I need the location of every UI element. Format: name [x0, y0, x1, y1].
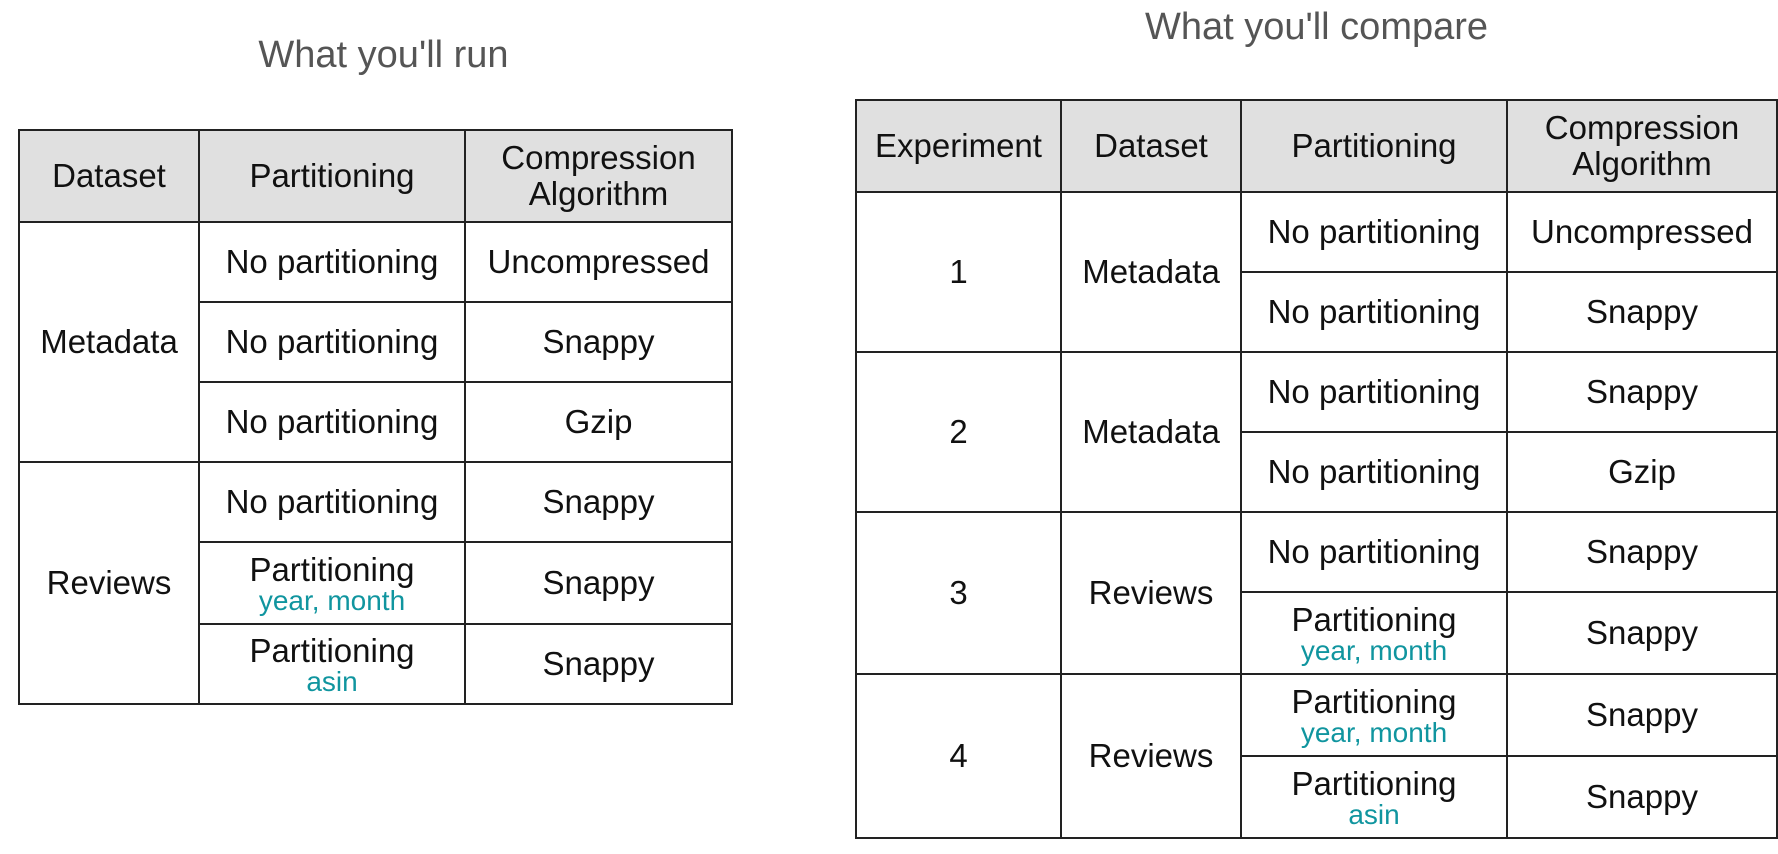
header-compression: Compression Algorithm — [1506, 99, 1778, 193]
table-row: No partitioning Snappy — [19, 301, 733, 383]
partitioning-label: Partitioning — [249, 550, 415, 588]
partitioning-cell: Partitioning year, month — [1240, 591, 1508, 675]
table-row: No partitioning Gzip — [856, 431, 1778, 513]
partitioning-cell: Partitioning asin — [198, 623, 466, 705]
partitioning-label: Partitioning — [1291, 600, 1457, 638]
experiment-cell: 3 — [855, 511, 1062, 675]
experiment-cell: 2 — [855, 351, 1062, 513]
compression-cell: Snappy — [1506, 673, 1778, 757]
compression-cell: Snappy — [1506, 511, 1778, 593]
compression-cell: Snappy — [1506, 351, 1778, 433]
dataset-cell: Metadata — [1060, 351, 1242, 513]
partitioning-label: No partitioning — [225, 483, 439, 521]
table-row: Metadata No partitioning Uncompressed — [18, 221, 733, 463]
header-dataset: Dataset — [1060, 99, 1242, 193]
partitioning-label: Partitioning — [1291, 764, 1457, 802]
partitioning-label: No partitioning — [225, 323, 439, 361]
partition-keys: asin — [306, 665, 358, 697]
dataset-cell: Metadata — [18, 221, 200, 463]
table-row: 4 Reviews Partitioning year, month Snapp… — [855, 673, 1778, 839]
dataset-cell: Metadata — [1060, 191, 1242, 353]
partitioning-label: No partitioning — [225, 243, 439, 281]
table-row: Partitioning year, month Snappy — [856, 591, 1778, 675]
compression-cell: Uncompressed — [1506, 191, 1778, 273]
partitioning-cell: No partitioning — [198, 221, 466, 303]
partitioning-cell: No partitioning — [1240, 431, 1508, 513]
header-partitioning: Partitioning — [1240, 99, 1508, 193]
compression-cell: Snappy — [1506, 271, 1778, 353]
dataset-cell: Reviews — [18, 461, 200, 705]
table-row: No partitioning Snappy — [856, 271, 1778, 353]
compare-table: Experiment Dataset Partitioning Compress… — [855, 99, 1778, 839]
table-row: 3 Reviews No partitioning Snappy — [855, 511, 1778, 675]
table-row: 2 Metadata No partitioning Snappy — [855, 351, 1778, 513]
dataset-cell: Reviews — [1060, 511, 1242, 675]
right-table-title: What you'll compare — [1144, 6, 1489, 48]
partitioning-cell: Partitioning year, month — [198, 541, 466, 625]
header-compression: Compression Algorithm — [464, 129, 733, 223]
dataset-cell: Reviews — [1060, 673, 1242, 839]
partitioning-cell: No partitioning — [1240, 271, 1508, 353]
partitioning-label: No partitioning — [1267, 213, 1481, 251]
partitioning-label: No partitioning — [1267, 373, 1481, 411]
header-dataset: Dataset — [18, 129, 200, 223]
header-row: Dataset Partitioning Compression Algorit… — [18, 129, 733, 223]
table-row: Partitioning asin Snappy — [856, 755, 1778, 839]
partitioning-label: No partitioning — [1267, 533, 1481, 571]
header-row: Experiment Dataset Partitioning Compress… — [855, 99, 1778, 193]
partitioning-cell: No partitioning — [1240, 511, 1508, 593]
partitioning-cell: No partitioning — [198, 461, 466, 543]
compression-cell: Snappy — [464, 301, 733, 383]
partitioning-label: Partitioning — [1291, 682, 1457, 720]
table-row: Partitioning asin Snappy — [19, 623, 733, 705]
partitioning-cell: No partitioning — [198, 381, 466, 463]
partitioning-label: No partitioning — [1267, 293, 1481, 331]
table-row: 1 Metadata No partitioning Uncompressed — [855, 191, 1778, 353]
compression-cell: Snappy — [464, 623, 733, 705]
partitioning-cell: No partitioning — [1240, 351, 1508, 433]
left-table-title: What you'll run — [258, 34, 509, 76]
table-row: No partitioning Gzip — [19, 381, 733, 463]
experiment-cell: 4 — [855, 673, 1062, 839]
partition-keys: year, month — [258, 584, 406, 616]
partition-keys: year, month — [1300, 716, 1448, 748]
partitioning-cell: Partitioning asin — [1240, 755, 1508, 839]
compression-cell: Uncompressed — [464, 221, 733, 303]
partitioning-cell: No partitioning — [198, 301, 466, 383]
compression-cell: Snappy — [1506, 591, 1778, 675]
compression-cell: Gzip — [1506, 431, 1778, 513]
compression-cell: Snappy — [464, 541, 733, 625]
table-row: Partitioning year, month Snappy — [19, 541, 733, 625]
header-partitioning: Partitioning — [198, 129, 466, 223]
table-row: Reviews No partitioning Snappy — [18, 461, 733, 705]
partition-keys: asin — [1348, 798, 1400, 830]
header-experiment: Experiment — [855, 99, 1062, 193]
experiment-cell: 1 — [855, 191, 1062, 353]
partitioning-label: Partitioning — [249, 631, 415, 669]
compression-cell: Snappy — [464, 461, 733, 543]
compression-cell: Snappy — [1506, 755, 1778, 839]
partitioning-label: No partitioning — [225, 403, 439, 441]
partitioning-cell: Partitioning year, month — [1240, 673, 1508, 757]
partitioning-label: No partitioning — [1267, 453, 1481, 491]
partition-keys: year, month — [1300, 634, 1448, 666]
compression-cell: Gzip — [464, 381, 733, 463]
run-table: Dataset Partitioning Compression Algorit… — [18, 129, 733, 705]
partitioning-cell: No partitioning — [1240, 191, 1508, 273]
